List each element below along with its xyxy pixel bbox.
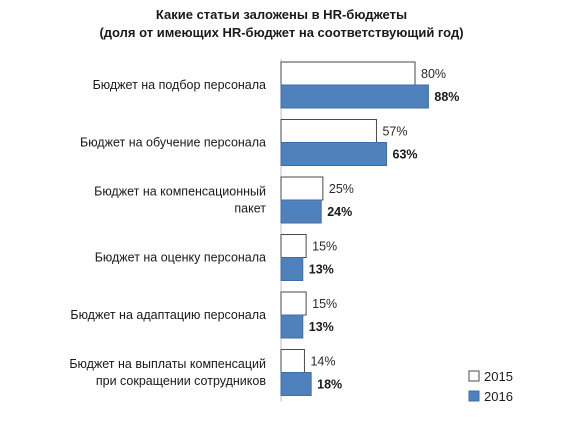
data-label-2015: 15% bbox=[312, 297, 337, 311]
bar-2016 bbox=[280, 372, 312, 396]
legend-label-2016: 2016 bbox=[484, 389, 513, 404]
data-label-2016: 63% bbox=[393, 148, 418, 162]
chart-subtitle: (доля от имеющих HR-бюджет на соответств… bbox=[99, 25, 464, 40]
data-label-2015: 15% bbox=[312, 240, 337, 254]
bar-2016 bbox=[280, 142, 388, 166]
bar-2015 bbox=[280, 234, 307, 258]
legend-swatch-2016 bbox=[468, 390, 480, 402]
category-label: Бюджет на оценку персонала bbox=[95, 251, 266, 265]
bar-2015 bbox=[280, 291, 307, 316]
bar-2016 bbox=[280, 84, 429, 109]
category-label: Бюджет на адаптацию персонала bbox=[70, 308, 266, 322]
legend-swatch-2015 bbox=[468, 370, 480, 382]
category-label: пакет bbox=[234, 202, 266, 216]
data-label-2016: 18% bbox=[317, 378, 342, 392]
data-label-2016: 24% bbox=[327, 205, 352, 219]
bar-2016 bbox=[280, 257, 304, 281]
bar-2015 bbox=[280, 119, 377, 143]
data-label-2015: 80% bbox=[421, 67, 446, 81]
bar-2015 bbox=[280, 61, 416, 86]
data-label-2016: 88% bbox=[434, 90, 459, 104]
bar-2015 bbox=[280, 176, 324, 201]
data-label-2015: 14% bbox=[310, 355, 335, 369]
category-label: Бюджет на выплаты компенсаций bbox=[69, 357, 266, 371]
bar-2015 bbox=[280, 349, 305, 373]
data-label-2016: 13% bbox=[309, 320, 334, 334]
bar-2016 bbox=[280, 199, 322, 224]
category-label: при сокращении сотрудников bbox=[96, 374, 267, 388]
legend-label-2015: 2015 bbox=[484, 369, 513, 384]
data-label-2016: 13% bbox=[309, 263, 334, 277]
legend: 2015 2016 bbox=[468, 369, 513, 404]
bar-2016 bbox=[280, 314, 304, 339]
data-label-2015: 25% bbox=[329, 182, 354, 196]
category-label: Бюджет на обучение персонала bbox=[80, 136, 266, 150]
data-label-2015: 57% bbox=[382, 125, 407, 139]
chart-title: Какие статьи заложены в HR-бюджеты bbox=[155, 7, 408, 22]
category-label: Бюджет на подбор персонала bbox=[93, 78, 266, 92]
category-label: Бюджет на компенсационный bbox=[94, 185, 266, 199]
